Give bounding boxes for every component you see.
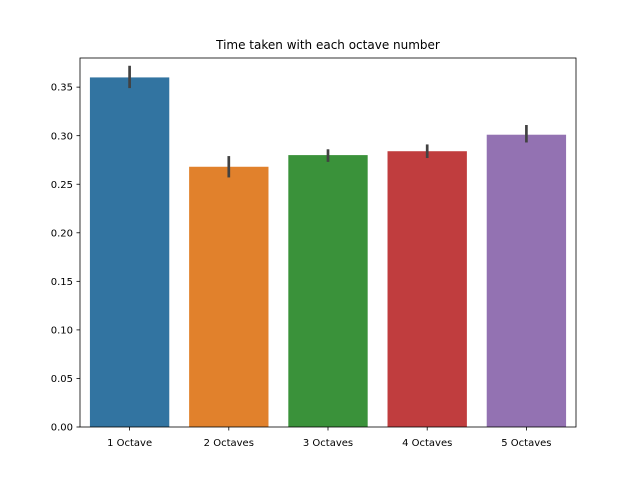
chart-title: Time taken with each octave number [215,38,440,52]
x-tick-label: 5 Octaves [501,438,551,449]
y-tick-label: 0.35 [51,83,73,94]
x-tick-label: 4 Octaves [402,438,452,449]
x-tick-label: 3 Octaves [303,438,353,449]
bar-4 [387,151,467,427]
bar-2 [189,166,269,428]
y-tick-label: 0.15 [51,277,73,288]
bar-5 [486,134,567,427]
bar-3 [288,155,368,427]
x-tick-label: 1 Octave [107,438,152,449]
y-tick-label: 0.00 [51,423,73,434]
plot-area: 0.00 0.05 0.10 0.15 0.20 0.25 0.30 0.35 1 Octave… [51,57,577,449]
y-tick-label: 0.05 [51,374,73,385]
y-tick-label: 0.10 [51,325,73,336]
y-tick-label: 0.20 [51,228,73,239]
y-tick-label: 0.25 [51,180,73,191]
y-tick-label: 0.30 [51,131,73,142]
bar-1 [89,77,170,427]
x-tick-label: 2 Octaves [204,438,254,449]
